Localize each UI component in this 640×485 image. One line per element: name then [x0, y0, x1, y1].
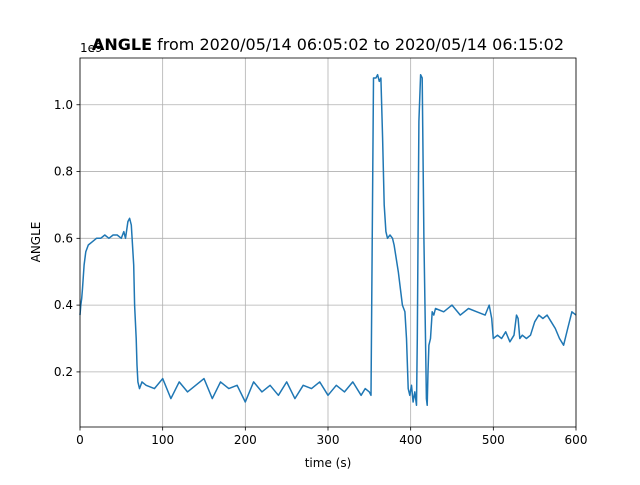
- y-scale-label: 1e9: [80, 41, 103, 55]
- y-tick-label: 0.6: [54, 231, 73, 245]
- x-tick-label: 100: [151, 433, 174, 447]
- y-tick-label: 1.0: [54, 98, 73, 112]
- chart-title-bold: ANGLE: [92, 35, 152, 54]
- y-axis-ticks: 0.2 0.4 0.6 0.8 1.0: [54, 98, 80, 379]
- x-tick-label: 0: [76, 433, 84, 447]
- x-axis-label: time (s): [305, 456, 352, 470]
- series-line: [79, 73, 577, 407]
- x-tick-label: 300: [317, 433, 340, 447]
- data-layer: [79, 73, 577, 407]
- x-tick-label: 600: [565, 433, 588, 447]
- y-axis-label: ANGLE: [29, 222, 43, 263]
- y-tick-label: 0.4: [54, 298, 73, 312]
- x-axis-ticks: 0 100 200 300 400 500 600: [76, 427, 587, 447]
- chart-title-rest: from 2020/05/14 06:05:02 to 2020/05/14 0…: [152, 35, 564, 54]
- y-tick-label: 0.2: [54, 365, 73, 379]
- chart-title: ANGLE from 2020/05/14 06:05:02 to 2020/0…: [92, 35, 564, 54]
- x-tick-label: 400: [399, 433, 422, 447]
- x-tick-label: 500: [482, 433, 505, 447]
- y-tick-label: 0.8: [54, 165, 73, 179]
- x-tick-label: 200: [234, 433, 257, 447]
